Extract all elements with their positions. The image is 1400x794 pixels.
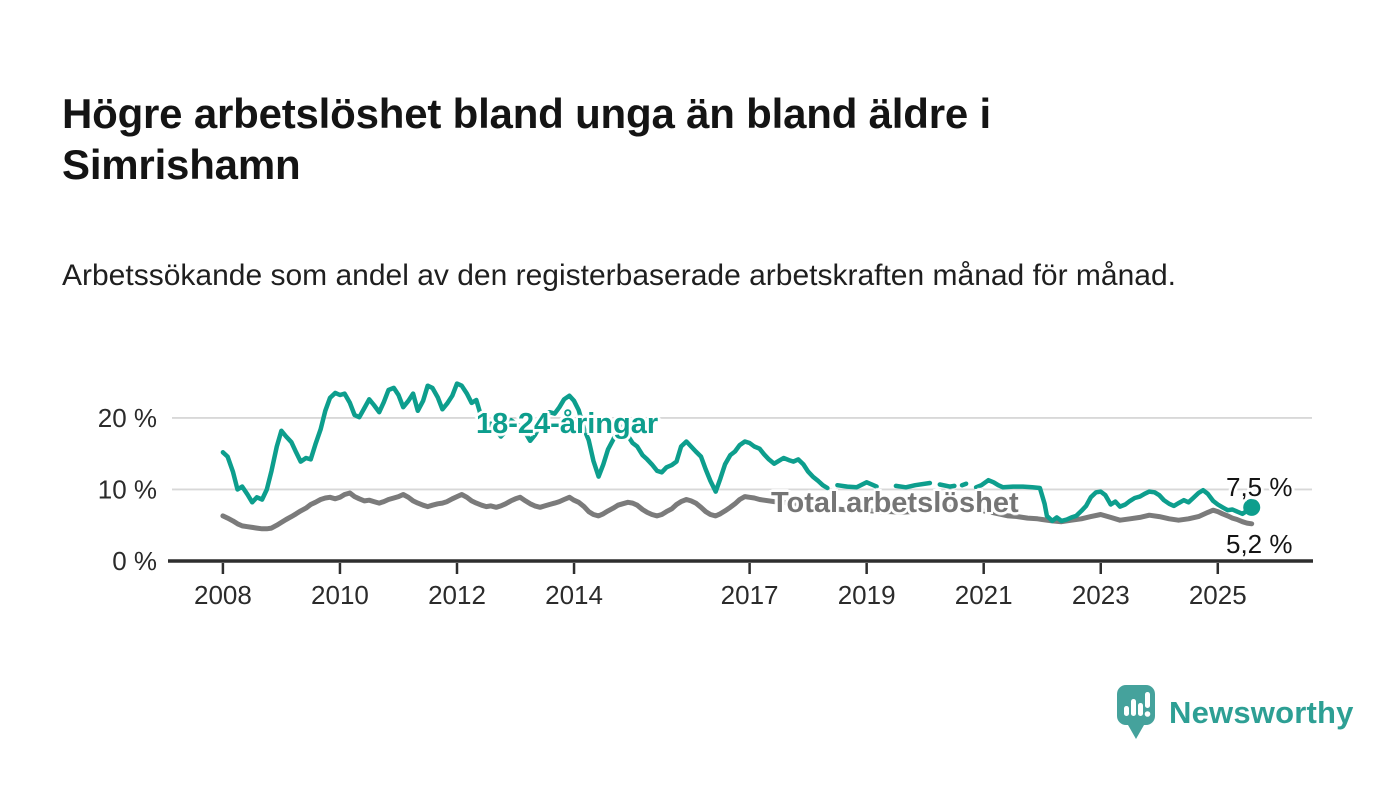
x-axis-tick-label: 2019 xyxy=(838,580,896,610)
series-line xyxy=(973,477,1254,524)
series-line xyxy=(220,490,1255,532)
end-value-label-youth: 7,5 % xyxy=(1226,472,1293,502)
series-line xyxy=(959,481,969,488)
x-axis-tick-label: 2017 xyxy=(721,580,779,610)
y-axis-tick-label: 20 % xyxy=(98,403,157,433)
series-line xyxy=(220,381,830,505)
series-line xyxy=(835,480,879,490)
end-value-label-total: 5,2 % xyxy=(1226,529,1293,559)
series-label-youth: 18-24-åringar xyxy=(476,408,659,440)
y-axis-tick-label: 0 % xyxy=(112,546,157,576)
x-axis-tick-label: 2010 xyxy=(311,580,369,610)
series-line xyxy=(937,482,957,489)
x-axis-tick-label: 2025 xyxy=(1189,580,1247,610)
x-axis-tick-label: 2023 xyxy=(1072,580,1130,610)
page-title: Högre arbetslöshet bland unga än bland ä… xyxy=(62,90,991,189)
newsworthy-logo: Newsworthy xyxy=(1116,684,1354,741)
x-axis-tick-label: 2008 xyxy=(194,580,252,610)
series-line xyxy=(893,480,933,490)
x-axis-tick-label: 2014 xyxy=(545,580,603,610)
newsworthy-bubble-chart-icon xyxy=(1117,685,1155,739)
series-label-total: Total arbetslöshet xyxy=(771,487,1019,519)
x-axis-tick-label: 2021 xyxy=(955,580,1013,610)
series-end-dot xyxy=(1243,498,1261,516)
page-subtitle: Arbetssökande som andel av den registerb… xyxy=(62,259,1176,292)
brand-name: Newsworthy xyxy=(1169,694,1354,730)
x-axis-tick-label: 2012 xyxy=(428,580,486,610)
y-axis-tick-label: 10 % xyxy=(98,474,157,504)
